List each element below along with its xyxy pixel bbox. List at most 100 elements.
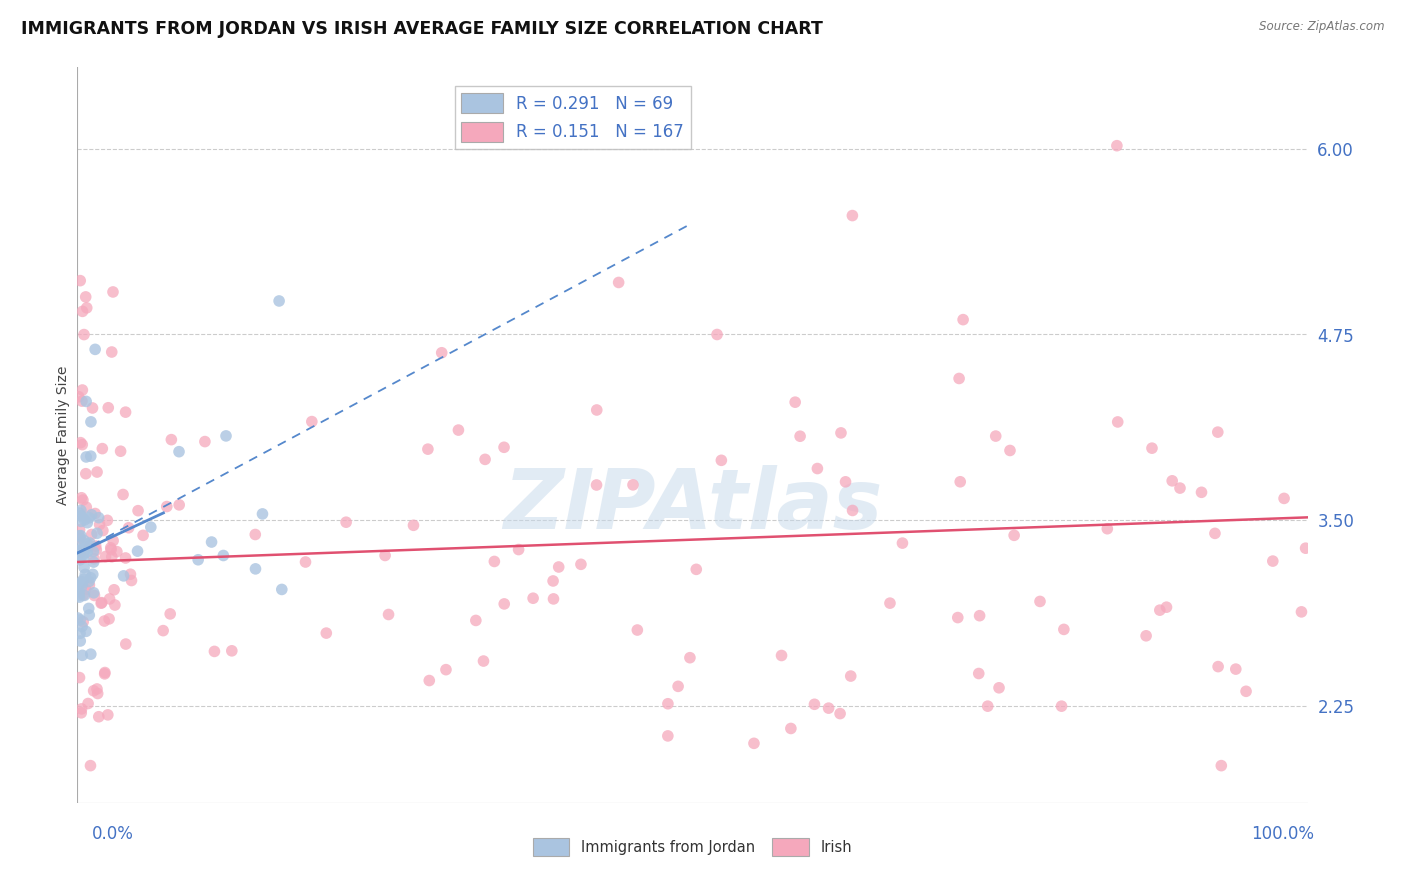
Text: Source: ZipAtlas.com: Source: ZipAtlas.com bbox=[1260, 20, 1385, 33]
Point bbox=[112, 487, 135, 501]
Point bbox=[377, 607, 399, 622]
Point bbox=[101, 285, 124, 299]
Point bbox=[780, 722, 803, 736]
Point bbox=[167, 444, 190, 458]
Point bbox=[1161, 474, 1184, 488]
Point bbox=[105, 544, 128, 558]
Point bbox=[66, 611, 89, 625]
Point bbox=[1204, 526, 1226, 541]
Point bbox=[114, 551, 136, 566]
Point bbox=[67, 550, 90, 565]
Point bbox=[75, 500, 97, 515]
Point bbox=[492, 440, 515, 454]
Point bbox=[252, 507, 274, 521]
Point bbox=[585, 478, 607, 492]
Point bbox=[1234, 684, 1257, 698]
Point bbox=[100, 542, 122, 557]
Point bbox=[70, 543, 93, 558]
Point bbox=[160, 433, 183, 447]
Point bbox=[82, 401, 104, 415]
Point bbox=[69, 531, 91, 545]
Point bbox=[114, 637, 136, 651]
Point bbox=[75, 394, 97, 409]
Point bbox=[83, 589, 105, 603]
Point bbox=[194, 434, 217, 449]
Point bbox=[402, 518, 425, 533]
Point bbox=[139, 520, 162, 534]
Point bbox=[1168, 481, 1191, 495]
Point bbox=[472, 654, 495, 668]
Point bbox=[839, 669, 862, 683]
Point bbox=[79, 578, 101, 592]
Point bbox=[152, 624, 174, 638]
Point bbox=[245, 527, 267, 541]
Point bbox=[75, 450, 97, 464]
Point bbox=[1053, 623, 1076, 637]
Point bbox=[120, 567, 142, 582]
Text: 100.0%: 100.0% bbox=[1251, 825, 1315, 843]
Point bbox=[72, 615, 94, 629]
Point bbox=[977, 699, 1000, 714]
Point bbox=[569, 558, 592, 572]
Point bbox=[93, 666, 115, 681]
Point bbox=[79, 758, 101, 772]
Point bbox=[83, 551, 105, 566]
Point bbox=[67, 506, 90, 520]
Point bbox=[70, 574, 93, 589]
Point bbox=[70, 508, 93, 523]
Point bbox=[418, 673, 440, 688]
Point bbox=[742, 736, 765, 750]
Point bbox=[1295, 541, 1317, 556]
Point bbox=[69, 528, 91, 542]
Point bbox=[73, 533, 96, 548]
Point bbox=[79, 608, 101, 623]
Point bbox=[969, 608, 991, 623]
Point bbox=[167, 498, 190, 512]
Point bbox=[215, 429, 238, 443]
Text: 0.0%: 0.0% bbox=[91, 825, 134, 843]
Point bbox=[77, 601, 100, 615]
Point bbox=[75, 582, 97, 597]
Point bbox=[494, 597, 516, 611]
Point bbox=[269, 293, 291, 308]
Text: ZIPAtlas: ZIPAtlas bbox=[503, 465, 882, 546]
Point bbox=[464, 614, 486, 628]
Point bbox=[80, 449, 103, 463]
Point bbox=[657, 697, 679, 711]
Point bbox=[96, 513, 118, 527]
Point bbox=[101, 533, 124, 548]
Point bbox=[204, 644, 226, 658]
Point bbox=[72, 437, 94, 451]
Point bbox=[69, 546, 91, 560]
Point bbox=[710, 453, 733, 467]
Point bbox=[80, 508, 103, 522]
Point bbox=[69, 435, 91, 450]
Point bbox=[77, 574, 100, 589]
Point bbox=[72, 588, 94, 602]
Point bbox=[67, 584, 90, 599]
Point bbox=[72, 493, 94, 508]
Point bbox=[69, 538, 91, 552]
Point bbox=[110, 444, 132, 458]
Point bbox=[1149, 603, 1171, 617]
Point bbox=[127, 504, 149, 518]
Point bbox=[522, 591, 544, 606]
Point bbox=[72, 550, 94, 565]
Point bbox=[69, 671, 91, 685]
Point bbox=[82, 567, 104, 582]
Point bbox=[841, 503, 863, 517]
Point bbox=[1191, 485, 1213, 500]
Point bbox=[69, 553, 91, 567]
Point bbox=[948, 371, 970, 385]
Point bbox=[97, 401, 120, 415]
Point bbox=[67, 589, 90, 603]
Point bbox=[830, 706, 852, 721]
Point bbox=[374, 549, 396, 563]
Point bbox=[114, 405, 136, 419]
Point bbox=[86, 465, 108, 479]
Point bbox=[484, 554, 506, 568]
Point bbox=[75, 290, 97, 304]
Point bbox=[72, 575, 94, 590]
Point bbox=[949, 475, 972, 489]
Point bbox=[79, 536, 101, 550]
